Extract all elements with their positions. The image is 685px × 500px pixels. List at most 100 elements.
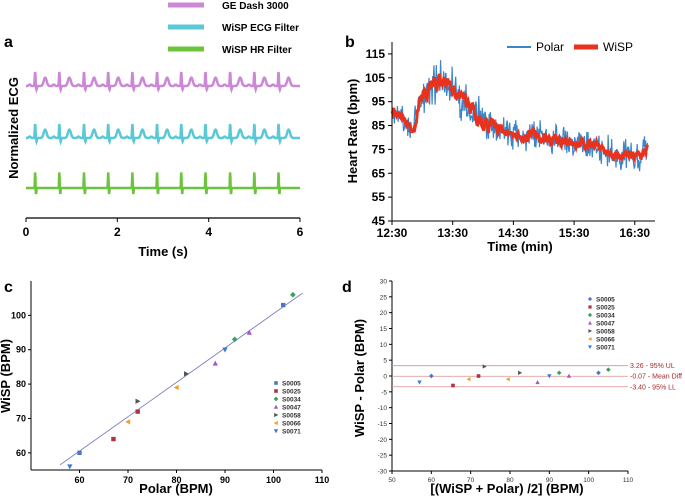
- panel-b: b 45 55 65 75 85 95 105 115 12:30 13:30 14:30 15:3…: [345, 34, 655, 254]
- y-tick-label-c: 90: [16, 345, 26, 355]
- x-tick-label-d: 70: [467, 477, 475, 484]
- trace-wisp-ecg: [26, 123, 300, 146]
- data-point-s0005: [77, 450, 82, 456]
- x-tick-label-c: 60: [74, 475, 84, 485]
- y-tick-label-c: 80: [16, 379, 26, 389]
- x-axis-title-d: [(WiSP + Polar) /2] (BPM): [430, 481, 583, 496]
- legend-label-wisp-ecg: WiSP ECG Filter: [222, 23, 299, 34]
- x-tick-label-d: 100: [583, 477, 594, 484]
- legend-marker-d: [587, 296, 593, 302]
- data-point-s0071: [222, 347, 228, 353]
- legend-label-polar: Polar: [536, 40, 564, 54]
- legend-label-c: S0047: [282, 405, 301, 412]
- y-ticks-d: 30 25 20 15 10 5 0 -5 -10 -15 -20 -25 -30: [378, 279, 392, 476]
- y-tick-label-b: 55: [372, 190, 386, 204]
- x-tick-label-c: 80: [171, 475, 181, 485]
- legend-label-ge: GE Dash 3000: [222, 1, 289, 12]
- x-tick-label-b: 13:30: [437, 226, 468, 240]
- x-axis-title-c: Polar (BPM): [139, 481, 213, 496]
- data-point-s0034: [290, 291, 296, 298]
- x-tick-label-c: 110: [315, 475, 330, 485]
- x-tick-label-d: 50: [388, 477, 396, 484]
- y-tick-label-c: 100: [11, 310, 26, 320]
- legend-marker-c: [274, 389, 278, 393]
- panel-letter-b: b: [345, 34, 355, 51]
- legend-marker-c: [273, 404, 279, 409]
- legend-label-c: S0066: [282, 421, 301, 428]
- x-tick-label-b: 14:30: [498, 226, 529, 240]
- legend-marker-d: [588, 305, 592, 309]
- data-point-s0005: [428, 373, 434, 379]
- regression-line: [59, 292, 303, 466]
- data-point-s0066: [125, 419, 131, 425]
- x-tick-label-b: 12:30: [377, 226, 408, 240]
- y-tick-label-d: -30: [378, 469, 388, 476]
- x-tick-label-b: 15:30: [559, 226, 590, 240]
- x-ticks-d: 50 60 70 80 90 100 110: [388, 471, 634, 484]
- legend-marker-c: [274, 412, 279, 418]
- legend-label-d: S0025: [596, 305, 615, 312]
- y-tick-label-c: 70: [16, 413, 26, 423]
- x-tick-label-a: 0: [23, 225, 30, 239]
- y-axis-title-c: WiSP (BPM): [0, 339, 13, 413]
- data-point-s0058: [135, 398, 141, 404]
- y-tick-label-d: 20: [380, 310, 388, 317]
- x-tick-label-d: 110: [623, 477, 634, 484]
- legend-label-c: S0034: [282, 397, 301, 404]
- data-point-s0047: [212, 360, 218, 366]
- y-tick-label-b: 115: [366, 47, 386, 61]
- data-point-s0025: [476, 374, 481, 378]
- data-point-s0066: [466, 377, 471, 382]
- legend-label-d: S0058: [596, 329, 615, 336]
- legend-label-c: S0058: [282, 413, 301, 420]
- x-ticks-c: 60 70 80 90 100 110: [74, 470, 329, 485]
- y-axis-title-d: WiSP - Polar (BPM): [352, 319, 367, 437]
- y-tick-label-d: 0: [383, 374, 387, 381]
- x-tick-label-a: 6: [297, 225, 304, 239]
- legend-marker-d: [588, 345, 592, 350]
- trace-wisp-hr: [26, 172, 300, 195]
- y-ticks-b: 45 55 65 75 85 95 105 115: [365, 47, 392, 228]
- legend-label-d: S0071: [596, 345, 615, 352]
- panel-c: c 60 70 80 90 100 60 70 80 90 100 110 S0005S0025S…: [0, 279, 329, 496]
- legend-marker-c: [274, 381, 278, 385]
- panel-letter-d: d: [342, 279, 352, 296]
- y-tick-label-d: 5: [383, 358, 387, 365]
- y-tick-label-c: 60: [16, 448, 26, 458]
- legend-label-d: S0047: [596, 321, 615, 328]
- panel-letter-a: a: [4, 34, 13, 51]
- y-tick-label-d: -5: [381, 389, 387, 396]
- trace-wisp: [390, 73, 649, 164]
- data-point-s0058: [518, 370, 523, 375]
- legend-label-d: S0034: [596, 313, 615, 320]
- y-tick-label-b: 75: [372, 142, 386, 156]
- data-point-s0025: [135, 409, 140, 414]
- panel-letter-c: c: [4, 279, 13, 296]
- panel-a: a GE Dash 3000 WiSP ECG Filter WiSP HR F…: [4, 1, 304, 259]
- reference-label-d: -0.07 - Mean Diff: [630, 374, 682, 381]
- y-axis-title-b: Heart Rate (bpm): [345, 79, 360, 184]
- data-point-s0005: [596, 370, 601, 376]
- x-tick-label-a: 2: [114, 225, 121, 239]
- y-tick-label-b: 65: [372, 166, 386, 180]
- y-tick-label-d: 25: [380, 294, 388, 301]
- y-axis-title-a: Normalized ECG: [6, 77, 21, 179]
- y-tick-label-b: 85: [372, 119, 386, 133]
- data-point-s0071: [67, 464, 73, 470]
- y-tick-label-d: 15: [380, 326, 388, 333]
- x-ticks-b: 12:30 13:30 14:30 15:30 16:30: [377, 221, 650, 240]
- y-tick-label-d: 30: [380, 279, 388, 286]
- y-tick-label-b: 105: [365, 71, 385, 85]
- legend-marker-c: [273, 429, 279, 434]
- legend-marker-d: [587, 312, 593, 318]
- y-ticks-c: 60 70 80 90 100: [11, 310, 31, 458]
- reference-label-d: -3.40 - 95% LL: [630, 384, 676, 391]
- scatter-points-d: [417, 364, 611, 388]
- data-point-s0034: [231, 336, 238, 343]
- x-tick-label-a: 4: [205, 225, 212, 239]
- reference-lines-d: 3.26 - 95% UL -0.07 - Mean Diff -3.40 - 95…: [392, 363, 682, 391]
